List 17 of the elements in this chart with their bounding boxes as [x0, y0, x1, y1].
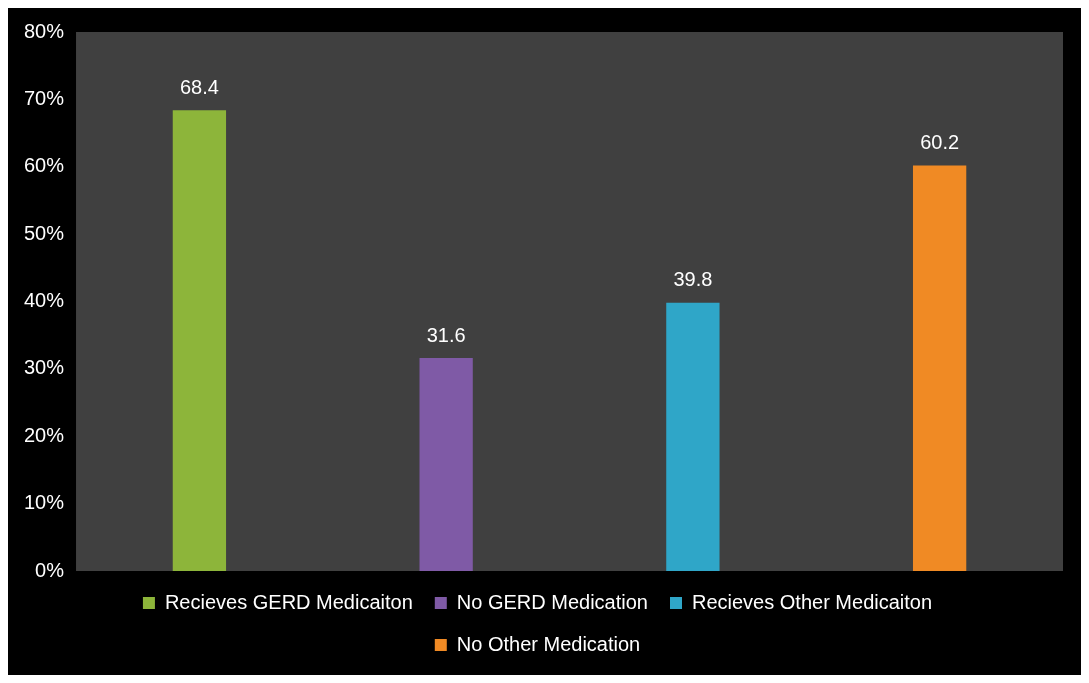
data-label: 31.6	[426, 323, 466, 346]
y-tick-label: 30%	[24, 356, 65, 379]
legend-label: Recieves GERD Medicaiton	[164, 590, 413, 613]
data-label: 39.8	[673, 268, 713, 291]
y-tick-label: 70%	[24, 86, 65, 109]
data-label: 68.4	[179, 75, 219, 98]
legend-label: Recieves Other Medicaiton	[691, 590, 933, 613]
data-label: 60.2	[920, 130, 960, 153]
y-tick-label: 60%	[24, 154, 65, 177]
y-tick-label: 50%	[24, 221, 65, 244]
legend-label: No GERD Medication	[456, 590, 648, 613]
y-tick-label: 40%	[24, 289, 65, 312]
y-tick-label: 80%	[24, 19, 65, 42]
y-tick-label: 10%	[24, 491, 65, 514]
y-tick-label: 20%	[24, 423, 65, 446]
legend-label: No Other Medication	[456, 632, 641, 655]
y-tick-label: 0%	[35, 558, 65, 581]
